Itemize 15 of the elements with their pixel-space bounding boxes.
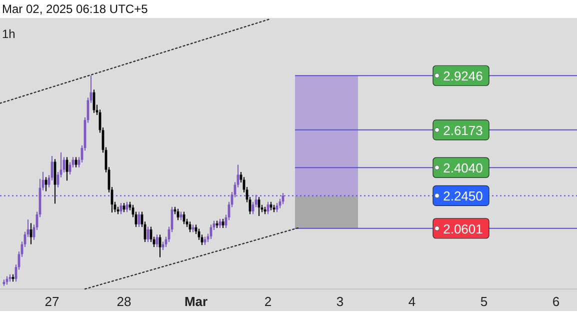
x-tick-label: 6 bbox=[552, 294, 560, 309]
x-tick-label: 4 bbox=[408, 294, 416, 309]
y-tick-label: 2.4040 bbox=[443, 160, 483, 176]
x-tick-label: 28 bbox=[116, 294, 132, 309]
text: Mar 02, 2025 06:18 UTC+5 bbox=[2, 2, 148, 16]
y-tick-label: 2.0601 bbox=[443, 221, 483, 236]
x-tick-label: Mar bbox=[184, 294, 208, 309]
y-tick-label: 2.9246 bbox=[443, 68, 483, 84]
y-tick-label: 2.2450 bbox=[443, 188, 483, 204]
text: 1h bbox=[2, 27, 16, 41]
y-tick-label: 2.6173 bbox=[443, 122, 483, 138]
x-tick-label: 5 bbox=[480, 294, 488, 309]
x-tick-label: 3 bbox=[336, 294, 344, 309]
x-tick-label: 2 bbox=[264, 294, 272, 309]
x-tick-label: 27 bbox=[44, 294, 60, 309]
